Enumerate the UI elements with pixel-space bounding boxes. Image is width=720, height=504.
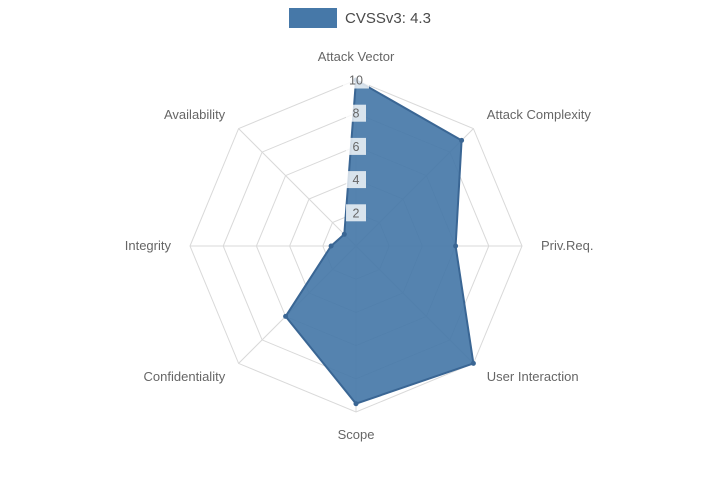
axis-label: Integrity: [125, 238, 172, 253]
tick-label: 6: [353, 140, 360, 154]
tick-label: 2: [353, 206, 360, 220]
tick-labels: 2 4 6 8 10: [343, 71, 369, 222]
tick-backdrop: [346, 204, 366, 222]
tick-backdrop: [343, 71, 369, 89]
tick-backdrop: [346, 171, 366, 189]
tick-backdrop: [346, 137, 366, 155]
axis-label: User Interaction: [487, 369, 579, 384]
axis-label: Attack Complexity: [487, 107, 592, 122]
data-point[interactable]: [353, 401, 359, 407]
radar-polygon[interactable]: [284, 79, 475, 405]
data-point[interactable]: [453, 243, 459, 249]
legend-label: CVSSv3: 4.3: [345, 9, 431, 27]
data-point[interactable]: [459, 137, 465, 143]
legend-swatch: [289, 8, 338, 28]
axis-label: Priv.Req.: [541, 238, 594, 253]
data-point[interactable]: [283, 313, 289, 319]
tick-label: 10: [349, 74, 363, 88]
grid-spoke: [238, 128, 357, 247]
data-point[interactable]: [341, 231, 347, 237]
tick-label: 4: [353, 173, 360, 187]
axis-label: Availability: [164, 107, 226, 122]
chart-legend[interactable]: CVSSv3: 4.3: [0, 8, 720, 28]
tick-backdrop: [346, 104, 366, 122]
data-point[interactable]: [328, 243, 334, 249]
axis-label: Attack Vector: [318, 49, 395, 64]
axis-label: Confidentiality: [144, 369, 226, 384]
data-point[interactable]: [470, 360, 476, 366]
axis-label: Scope: [338, 427, 375, 442]
tick-label: 8: [353, 107, 360, 121]
